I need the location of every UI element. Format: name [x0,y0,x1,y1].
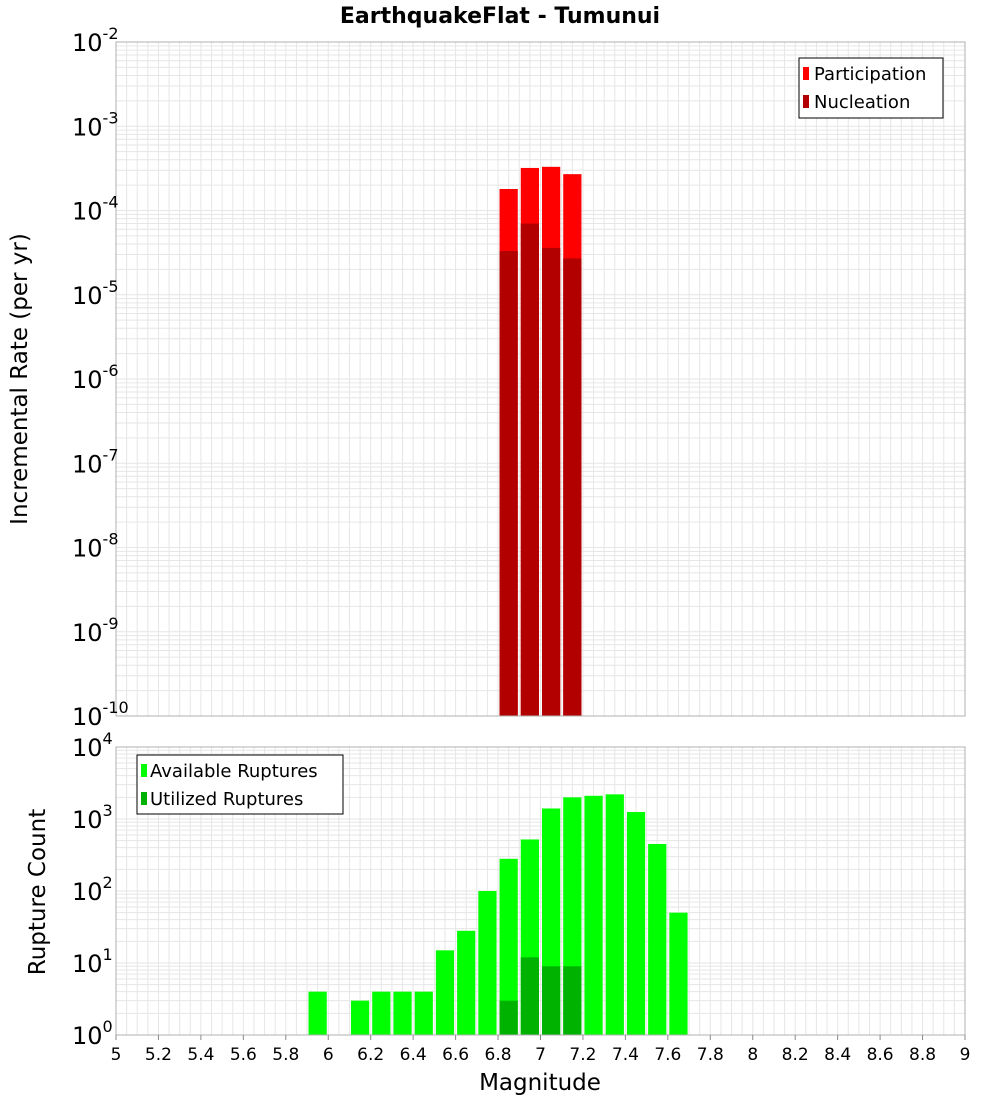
x-tick-label: 8.6 [867,1045,894,1065]
rate-y-tick-label: 10-2 [72,24,119,57]
x-tick-label: 7.8 [697,1045,724,1065]
rate-grid [115,42,966,717]
count-bars [308,794,688,1035]
x-tick-label: 5.6 [230,1045,257,1065]
count-y-tick-label: 101 [72,945,113,978]
nucleation-legend-label: Nucleation [814,92,910,113]
count-bar-utilized-ruptures [499,1000,518,1035]
x-tick-label: 7.6 [654,1045,681,1065]
count-bar-available-ruptures [669,912,688,1035]
x-tick-label: 8 [747,1045,758,1065]
x-tick-label: 6.8 [485,1045,512,1065]
chart-title: EarthquakeFlat - Tumunui [340,4,660,29]
count-bar-available-ruptures [372,991,391,1035]
rate-bar-nucleation [542,247,561,716]
rate-y-tick-label: 10-4 [72,193,119,226]
count-y-ticks: 100 101 102 103 104 [72,729,113,1050]
rate-y-tick-label: 10-10 [72,698,129,731]
rate-y-tick-label: 10-3 [72,108,119,141]
x-tick-label: 9 [960,1045,971,1065]
rate-panel: 10-10 10-9 10-8 10-7 10-6 10-5 10-4 10-3 10-2 In… [7,24,966,731]
x-axis-label: Magnitude [479,1070,601,1096]
x-tick-label: 7.4 [612,1045,639,1065]
x-tick-label: 5 [111,1045,122,1065]
rate-plot-frame [115,41,966,717]
count-bar-available-ruptures [648,843,667,1035]
x-tick-label: 6.4 [400,1045,427,1065]
x-tick-label: 8.2 [782,1045,809,1065]
rate-y-tick-label: 10-5 [72,277,119,310]
rate-legend-box [798,57,944,119]
count-y-tick-label: 103 [72,801,113,834]
x-tick-label: 6 [323,1045,334,1065]
rate-legend: Participation Nucleation [798,57,944,119]
x-tick-label: 5.4 [187,1045,214,1065]
count-bar-available-ruptures [393,991,412,1035]
rate-y-tick-label: 10-7 [72,445,119,478]
count-bar-utilized-ruptures [563,966,582,1035]
utilized-legend-label: Utilized Ruptures [150,789,303,810]
rate-bar-nucleation [563,258,582,716]
count-bar-available-ruptures [499,858,518,1035]
count-bar-available-ruptures [308,991,327,1035]
x-tick-label: 8.4 [824,1045,851,1065]
x-tick-label: 7.2 [569,1045,596,1065]
rate-y-ticks: 10-10 10-9 10-8 10-7 10-6 10-5 10-4 10-3 10-2 [72,24,129,731]
count-legend: Available Ruptures Utilized Ruptures [136,754,344,815]
rate-y-axis-label: Incremental Rate (per yr) [7,233,33,525]
count-y-tick-label: 100 [72,1017,113,1050]
rate-bars [499,166,582,717]
available-legend-label: Available Ruptures [150,761,318,782]
count-y-tick-label: 104 [72,729,113,762]
participation-legend-label: Participation [814,64,926,85]
x-tick-label: 6.2 [357,1045,384,1065]
x-tick-label: 5.2 [145,1045,172,1065]
available-legend-swatch [141,764,147,777]
count-bar-available-ruptures [584,795,603,1035]
count-panel: 100 101 102 103 104 Rupture Count Available … [25,729,970,1096]
rate-bar-nucleation [520,223,539,717]
rate-bar-nucleation [499,251,518,717]
count-bar-available-ruptures [605,794,624,1035]
count-bar-utilized-ruptures [520,957,539,1035]
rate-y-tick-label: 10-8 [72,530,119,563]
count-legend-box [136,754,344,815]
count-bar-available-ruptures [435,950,455,1035]
count-bar-available-ruptures [457,930,476,1035]
rate-y-tick-label: 10-9 [72,614,119,647]
count-y-axis-label: Rupture Count [25,809,51,975]
utilized-legend-swatch [141,792,147,805]
participation-legend-swatch [803,67,809,80]
x-tick-label: 6.6 [442,1045,469,1065]
x-tick-label: 7 [535,1045,546,1065]
count-bar-available-ruptures [414,991,433,1035]
count-bar-utilized-ruptures [542,966,561,1035]
x-ticks: 5 5.2 5.4 5.6 5.8 6 6.2 6.4 6.6 6.8 7 7.2 7.4 7.6 7.8 8… [111,1035,971,1065]
count-bar-available-ruptures [350,1000,370,1035]
rate-y-tick-label: 10-6 [72,361,119,394]
x-tick-label: 8.8 [909,1045,936,1065]
x-tick-label: 5.8 [272,1045,299,1065]
count-bar-available-ruptures [626,812,646,1035]
count-y-tick-label: 102 [72,873,113,906]
count-bar-available-ruptures [478,891,497,1035]
nucleation-legend-swatch [803,95,809,108]
